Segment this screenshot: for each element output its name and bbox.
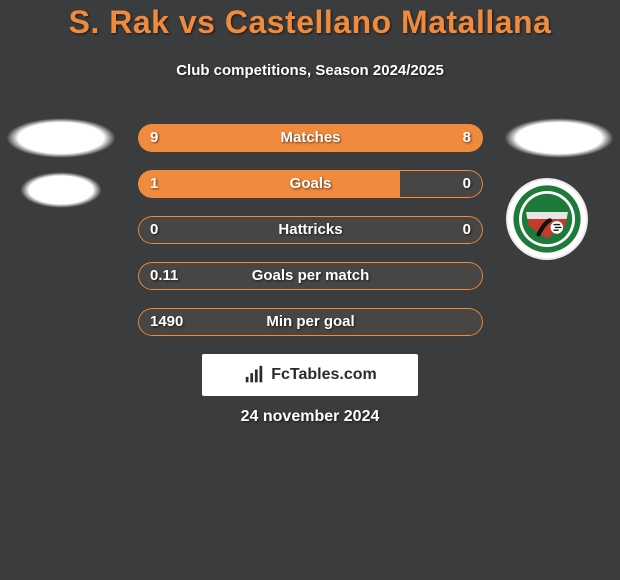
- brand-text: FcTables.com: [271, 366, 377, 384]
- player-left-avatar-oval-2: [20, 172, 102, 208]
- stat-label: Hattricks: [138, 216, 483, 244]
- date-text: 24 november 2024: [0, 408, 620, 426]
- player-right-avatar-oval: [504, 118, 614, 158]
- stat-row: 0Hattricks0: [138, 216, 483, 244]
- stat-value-right: 8: [463, 124, 471, 152]
- club-badge: [506, 178, 588, 260]
- stat-row: 0.11Goals per match: [138, 262, 483, 290]
- stat-label: Min per goal: [138, 308, 483, 336]
- brand-box: FcTables.com: [202, 354, 418, 396]
- stats-bars: 9Matches81Goals00Hattricks00.11Goals per…: [138, 124, 483, 354]
- stat-label: Matches: [138, 124, 483, 152]
- stat-row: 1490Min per goal: [138, 308, 483, 336]
- stat-label: Goals: [138, 170, 483, 198]
- subtitle: Club competitions, Season 2024/2025: [0, 62, 620, 79]
- stat-label: Goals per match: [138, 262, 483, 290]
- bar-chart-icon: [243, 364, 265, 386]
- player-left-avatar-oval: [6, 118, 116, 158]
- stat-value-right: 0: [463, 216, 471, 244]
- club-badge-svg: [512, 184, 582, 254]
- stat-value-right: 0: [463, 170, 471, 198]
- stat-row: 1Goals0: [138, 170, 483, 198]
- page-title: S. Rak vs Castellano Matallana: [0, 4, 620, 41]
- stat-row: 9Matches8: [138, 124, 483, 152]
